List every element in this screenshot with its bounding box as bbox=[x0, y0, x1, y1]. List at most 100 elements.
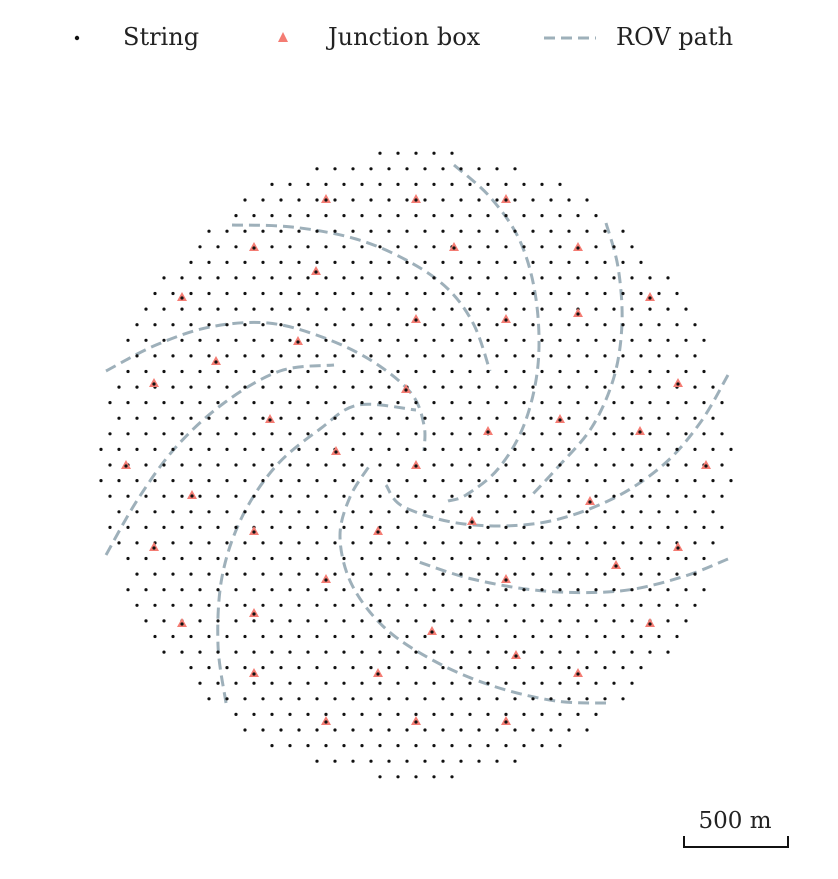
string-557 bbox=[324, 463, 328, 467]
string-748 bbox=[621, 385, 625, 389]
string-512 bbox=[153, 479, 157, 483]
string-529 bbox=[459, 479, 463, 483]
string-274 bbox=[144, 588, 148, 592]
string-830 bbox=[324, 338, 328, 342]
string-509 bbox=[99, 479, 103, 483]
string-683 bbox=[693, 416, 697, 420]
string-944 bbox=[675, 291, 679, 296]
string-988 bbox=[441, 260, 445, 264]
string-543 bbox=[711, 479, 715, 483]
string-555 bbox=[288, 463, 292, 467]
string-972 bbox=[648, 276, 652, 280]
string-901 bbox=[450, 307, 454, 311]
string-576 bbox=[666, 463, 670, 467]
string-592 bbox=[315, 447, 319, 451]
string-1019 bbox=[540, 245, 544, 249]
string-794 bbox=[261, 354, 265, 358]
string-332 bbox=[603, 572, 607, 576]
string-550 bbox=[198, 463, 202, 467]
string-974 bbox=[189, 260, 193, 264]
string-744 bbox=[549, 385, 553, 389]
string-814 bbox=[621, 354, 625, 358]
string-410 bbox=[198, 525, 202, 530]
string-817 bbox=[675, 354, 679, 358]
string-386 bbox=[387, 541, 391, 545]
string-93 bbox=[513, 697, 517, 701]
string-50 bbox=[513, 728, 517, 732]
string-645 bbox=[630, 432, 634, 436]
string-110 bbox=[378, 681, 382, 685]
string-393 bbox=[513, 541, 517, 545]
string-118 bbox=[522, 681, 526, 685]
string-812 bbox=[585, 354, 589, 358]
string-158 bbox=[288, 650, 292, 654]
string-573 bbox=[612, 463, 616, 467]
junction-box-12 bbox=[645, 292, 655, 301]
string-809 bbox=[531, 354, 535, 358]
string-782 bbox=[630, 369, 634, 374]
string-979 bbox=[279, 260, 283, 264]
string-47 bbox=[459, 728, 463, 732]
string-826 bbox=[252, 338, 256, 342]
junction-box-41 bbox=[373, 668, 383, 677]
string-403 bbox=[693, 541, 697, 545]
string-714 bbox=[630, 401, 634, 405]
string-1067 bbox=[558, 214, 562, 218]
string-894 bbox=[324, 307, 328, 311]
string-328 bbox=[531, 572, 535, 576]
string-299 bbox=[594, 588, 598, 592]
junction-box-19 bbox=[555, 414, 565, 423]
string-296 bbox=[540, 588, 544, 592]
string-724 bbox=[189, 385, 193, 389]
string-660 bbox=[279, 416, 283, 420]
string-114 bbox=[450, 681, 454, 685]
string-427 bbox=[504, 525, 508, 530]
string-560 bbox=[378, 463, 382, 467]
string-356 bbox=[450, 556, 454, 561]
string-761 bbox=[252, 369, 256, 374]
string-1114 bbox=[441, 167, 445, 171]
string-314 bbox=[279, 572, 283, 576]
string-818 bbox=[693, 354, 697, 358]
string-788 bbox=[153, 354, 157, 358]
string-161 bbox=[342, 650, 346, 654]
string-767 bbox=[360, 369, 364, 374]
string-139 bbox=[441, 666, 445, 670]
string-246 bbox=[225, 603, 229, 607]
string-204 bbox=[585, 634, 589, 639]
string-963 bbox=[486, 276, 490, 280]
string-888 bbox=[216, 307, 220, 311]
string-884 bbox=[144, 307, 148, 311]
string-990 bbox=[477, 260, 481, 264]
string-615 bbox=[729, 447, 733, 451]
string-1004 bbox=[270, 245, 274, 249]
string-711 bbox=[576, 401, 580, 405]
string-450 bbox=[297, 510, 301, 514]
string-452 bbox=[333, 510, 337, 514]
string-1084 bbox=[495, 198, 499, 202]
string-1098 bbox=[414, 182, 418, 186]
string-604 bbox=[531, 447, 535, 451]
string-995 bbox=[567, 260, 571, 264]
string-160 bbox=[324, 650, 328, 654]
string-706 bbox=[486, 401, 490, 405]
string-253 bbox=[351, 603, 355, 607]
string-25 bbox=[396, 744, 400, 748]
string-376 bbox=[207, 541, 211, 545]
string-789 bbox=[171, 354, 175, 358]
string-315 bbox=[297, 572, 301, 576]
string-408 bbox=[162, 525, 166, 530]
string-666 bbox=[387, 416, 391, 420]
string-208 bbox=[657, 634, 661, 639]
string-746 bbox=[585, 385, 589, 389]
string-664 bbox=[351, 416, 355, 420]
string-558 bbox=[342, 463, 346, 467]
junction-box-27 bbox=[585, 496, 595, 505]
string-482 bbox=[252, 494, 256, 498]
string-971 bbox=[630, 276, 634, 280]
string-379 bbox=[261, 541, 265, 545]
string-1064 bbox=[504, 214, 508, 218]
string-600 bbox=[459, 447, 463, 451]
string-264 bbox=[549, 603, 553, 607]
string-307 bbox=[153, 572, 157, 576]
